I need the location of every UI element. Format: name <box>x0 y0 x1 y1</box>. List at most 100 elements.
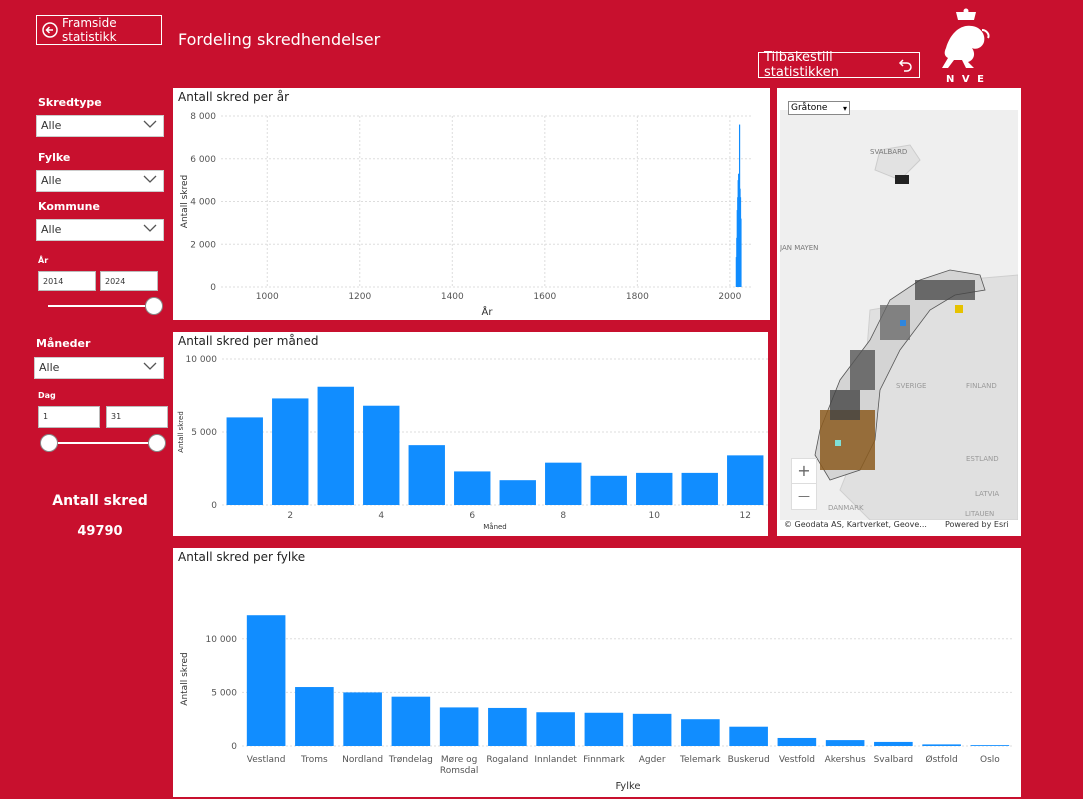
aar-label: År <box>38 256 49 265</box>
aar-to-input[interactable]: 2024 <box>100 271 158 291</box>
kpi-label: Antall skred <box>52 493 148 509</box>
x-tick-label: 2 <box>287 511 293 521</box>
crown-lion-icon <box>942 8 990 68</box>
nve-logo: N V E <box>938 8 994 86</box>
x-tick-label: 1200 <box>348 292 371 302</box>
bar <box>874 741 913 746</box>
x-tick-label: Vestland <box>247 755 286 765</box>
logo-text: N V E <box>946 74 986 85</box>
bar <box>272 398 309 505</box>
skredtype-select[interactable]: Alle <box>36 115 164 137</box>
x-tick-label: Agder <box>639 755 666 765</box>
aar-from-input[interactable]: 2014 <box>38 271 96 291</box>
dag-slider-start-handle[interactable] <box>40 434 58 452</box>
x-tick-label: Innlandet <box>534 755 577 765</box>
chart-per-month-panel: Antall skred per måned 0 5 000 10 000 2 4 6 8 1… <box>173 332 768 536</box>
zoom-out-button[interactable]: — <box>798 489 810 503</box>
map-attribution[interactable]: © Geodata AS, Kartverket, Geove... <box>784 520 927 529</box>
y-tick-label: 5 000 <box>211 688 237 698</box>
bar <box>681 719 720 746</box>
x-tick-label: 1400 <box>441 292 464 302</box>
x-tick-label: 1000 <box>256 292 279 302</box>
landslide-markers <box>820 175 975 470</box>
chart-per-year: 0 2 000 4 000 6 000 8 000 1000 1200 1400 1600 180… <box>180 112 753 318</box>
bar <box>363 405 400 505</box>
map-label-danmark: DANMARK <box>828 504 864 512</box>
aar-slider-handle[interactable] <box>145 297 163 315</box>
basemap-value: Gråtone <box>791 103 828 113</box>
bar <box>317 386 354 505</box>
map-panel: SVALBARD JAN MAYEN SVERIGE FINLAND ESTLA… <box>777 88 1021 536</box>
fylke-select[interactable]: Alle <box>36 170 164 192</box>
chevron-down-icon: ▾ <box>842 103 847 113</box>
bar <box>825 740 865 746</box>
bar <box>439 707 479 746</box>
back-button[interactable]: Framside statistikk <box>36 15 162 45</box>
x-tick-label: Akershus <box>825 755 866 765</box>
y-tick-label: 5 000 <box>191 428 217 438</box>
bar <box>970 745 1010 746</box>
bar <box>777 737 817 746</box>
y-tick-label: 6 000 <box>190 155 216 165</box>
back-button-label: Framside statistikk <box>62 16 117 44</box>
map-label-latvia: LATVIA <box>975 490 1000 498</box>
x-tick-label: Vestfold <box>779 755 815 765</box>
dag-from-input[interactable]: 1 <box>38 406 100 428</box>
bar <box>681 472 718 505</box>
x-tick-label: 4 <box>378 511 384 521</box>
bar <box>391 696 431 746</box>
x-tick-label: Rogaland <box>486 755 528 765</box>
maaneder-label: Måneder <box>36 337 91 350</box>
y-tick-label: 10 000 <box>206 635 238 645</box>
x-tick-label: 2000 <box>718 292 741 302</box>
y-tick-label: 10 000 <box>186 355 218 365</box>
x-tick-label: Nordland <box>342 755 383 765</box>
kommune-select[interactable]: Alle <box>36 219 164 241</box>
map-label-estland: ESTLAND <box>966 455 999 463</box>
kpi-value: 49790 <box>77 524 123 539</box>
map-canvas[interactable]: SVALBARD JAN MAYEN SVERIGE FINLAND ESTLA… <box>780 110 1018 520</box>
map-graphic <box>814 144 1018 520</box>
bar-year <box>740 218 742 287</box>
x-axis-title: Måned <box>483 522 507 531</box>
undo-icon <box>898 57 914 73</box>
bar <box>636 472 673 505</box>
dag-label: Dag <box>38 391 56 400</box>
y-tick-label: 4 000 <box>190 198 216 208</box>
dag-to-input[interactable]: 31 <box>106 406 168 428</box>
zoom-in-button[interactable]: + <box>792 459 816 484</box>
basemap-select[interactable]: Gråtone ▾ <box>788 101 850 115</box>
bar <box>584 712 624 746</box>
y-axis-title: Antall skred <box>180 652 190 705</box>
skredtype-label: Skredtype <box>38 96 102 109</box>
dag-slider-end-handle[interactable] <box>148 434 166 452</box>
x-tick-label: Østfold <box>926 754 958 765</box>
x-axis-title: Fylke <box>615 781 640 792</box>
x-tick-label: Finnmark <box>583 755 625 765</box>
page-title: Fordeling skredhendelser <box>178 30 381 49</box>
maaneder-value: Alle <box>39 361 60 374</box>
dag-slider-track[interactable] <box>48 442 158 444</box>
bar <box>454 471 491 505</box>
bar <box>922 744 961 746</box>
fylke-value: Alle <box>41 174 62 187</box>
x-tick-label: 1600 <box>533 292 556 302</box>
bar <box>536 712 575 746</box>
chevron-down-icon <box>143 174 157 187</box>
chevron-down-icon <box>143 361 157 374</box>
x-tick-label: 6 <box>469 511 475 521</box>
bar <box>729 726 768 746</box>
reset-button[interactable]: Tilbakestill statistikken <box>758 50 920 80</box>
bar <box>499 480 536 505</box>
maaneder-select[interactable]: Alle <box>34 357 164 379</box>
aar-slider-track[interactable] <box>48 305 154 307</box>
map-label-litauen: LITAUEN <box>965 510 995 518</box>
chart-per-county-panel: Antall skred per fylke 0 5 000 10 000 Vestl… <box>173 548 1021 797</box>
x-tick-label: 10 <box>649 511 661 521</box>
x-tick-label: Møre og <box>441 755 477 765</box>
esri-credit[interactable]: Powered by Esri <box>945 520 1009 529</box>
zoom-controls: + — <box>791 458 817 510</box>
x-tick-label: Telemark <box>679 755 722 765</box>
arrow-left-icon <box>42 22 58 38</box>
chart-per-year-panel: Antall skred per år 0 2 000 4 000 6 000 8 00… <box>173 88 770 320</box>
